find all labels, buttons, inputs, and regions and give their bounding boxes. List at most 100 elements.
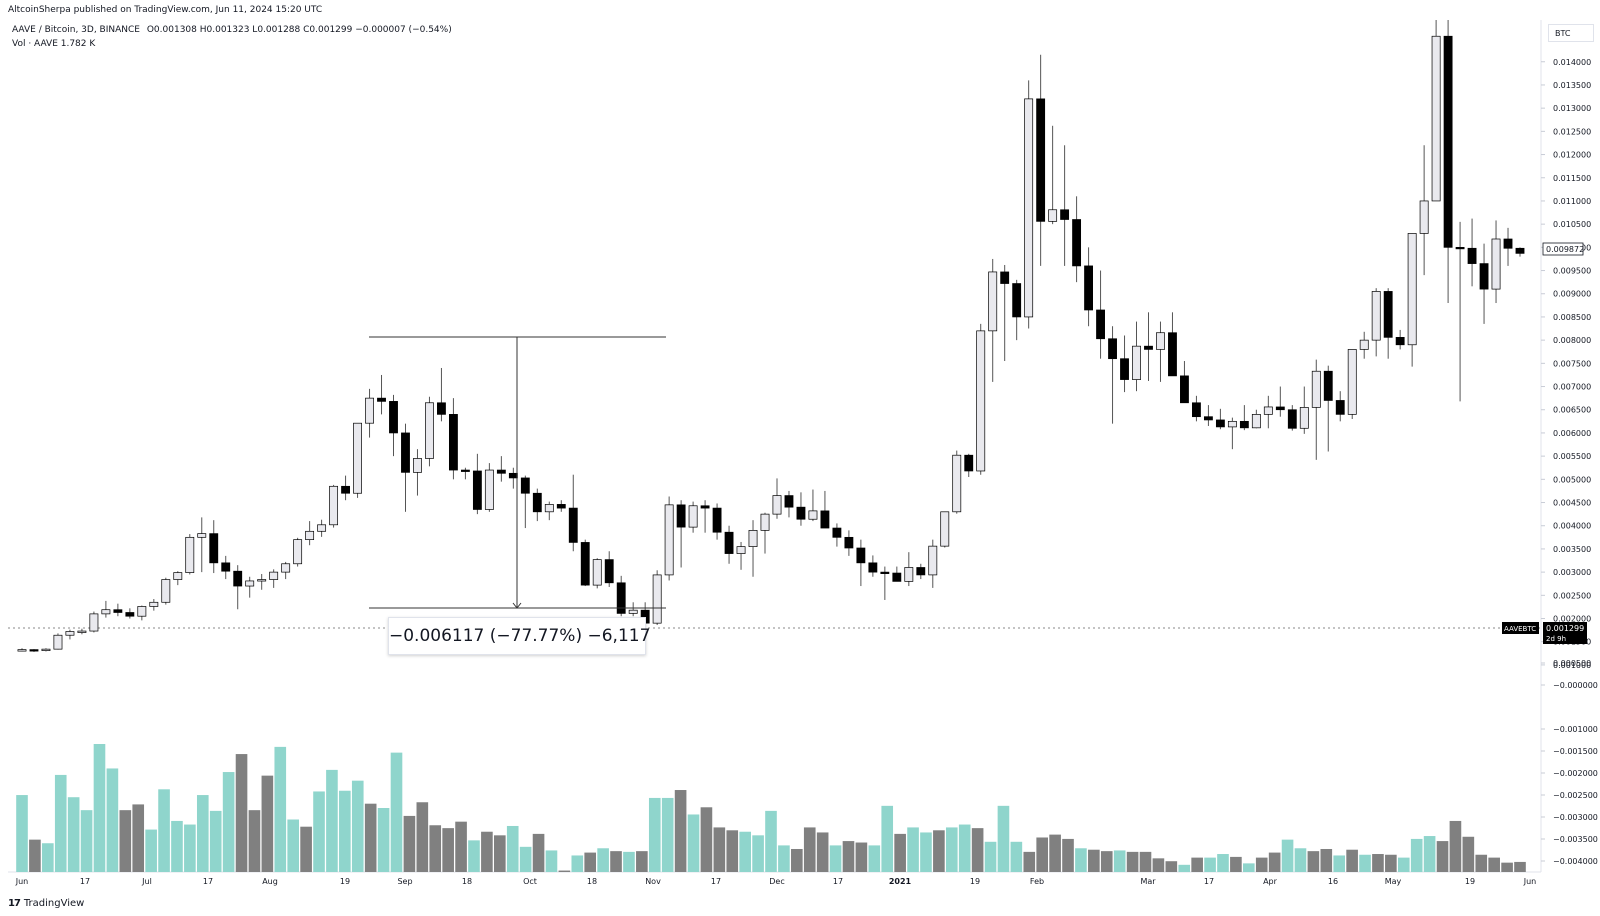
candle: [568, 474, 578, 552]
candle: [700, 500, 710, 533]
candle: [125, 608, 135, 619]
tradingview-logo[interactable]: 17 TradingView: [8, 898, 84, 909]
volume-bar: [1488, 857, 1500, 872]
candle: [1347, 349, 1357, 420]
candle: [448, 398, 458, 480]
candle: [820, 490, 830, 529]
candle: [77, 628, 87, 635]
volume-bar: [597, 848, 609, 872]
candle-body-down: [29, 649, 39, 652]
volume-bar: [1152, 858, 1165, 872]
volume-bar: [1113, 850, 1126, 872]
candle-body-up: [940, 511, 950, 547]
measure-tool[interactable]: [369, 336, 666, 609]
candle: [772, 478, 782, 519]
price-tick-label: −0.001500: [1553, 747, 1598, 756]
volume-bar: [1436, 841, 1449, 872]
candle-body-up: [952, 454, 962, 513]
candle: [65, 629, 75, 640]
price-tick-label: 0.003500: [1553, 545, 1591, 554]
candle-body-up: [425, 402, 434, 459]
price-unit-button[interactable]: BTC: [1548, 24, 1594, 42]
time-tick-label: Mar: [1140, 877, 1156, 886]
volume-bar: [739, 831, 751, 872]
candle: [149, 599, 159, 611]
candle: [964, 453, 974, 478]
price-axis[interactable]: 0.014000 0.013500 0.013000 0.012500 0.012000…: [1541, 58, 1598, 866]
candle: [233, 565, 243, 610]
last-price-tag: AAVEBTC 0.001299 2d 9h: [1502, 622, 1587, 644]
candle-body-down: [1443, 35, 1453, 248]
volume-bar: [1075, 848, 1087, 872]
candle: [1048, 125, 1058, 225]
price-marker-value: 0.009872: [1546, 245, 1584, 254]
volume-bar: [1165, 861, 1178, 872]
candle: [724, 525, 734, 564]
candle-body-down: [125, 612, 135, 617]
candle: [1168, 312, 1177, 377]
time-tick-label: 17: [833, 877, 843, 886]
volume-bar: [248, 810, 261, 872]
volume-bar: [1268, 852, 1281, 872]
volume-bar: [300, 826, 312, 872]
candle: [1144, 312, 1153, 381]
volume-bar: [1049, 834, 1061, 872]
candle-body-up: [1263, 406, 1273, 415]
candle-body-up: [988, 271, 998, 332]
candle-body-up: [1299, 407, 1309, 429]
volume-bar: [842, 841, 855, 872]
candle-body-down: [700, 505, 710, 509]
price-tick-label: 0.007000: [1553, 383, 1591, 392]
candle: [1000, 264, 1010, 362]
candle: [197, 517, 207, 573]
candle: [1108, 326, 1117, 424]
candle-body-down: [389, 401, 398, 434]
time-tick-label: Dec: [769, 877, 784, 886]
price-tick-label: 0.002500: [1553, 591, 1591, 600]
candle-body-down: [1108, 338, 1117, 360]
candle-body-down: [1203, 416, 1213, 421]
candle: [832, 523, 842, 547]
candle: [1084, 247, 1094, 327]
price-tick-label: 0.012000: [1553, 151, 1591, 160]
time-axis[interactable]: Jun 17 Jul 17 Aug 19 Sep 18 Oct 18 Nov 17 Dec 17 2021 1…: [15, 877, 1537, 886]
candle-body-down: [448, 414, 458, 471]
volume-bar: [481, 831, 493, 872]
symbol-ohlc-line: AAVE / Bitcoin, 3D, BINANCE O0.001308 H0…: [12, 25, 452, 35]
candle: [952, 450, 962, 514]
price-tick-label: 0.006000: [1553, 429, 1591, 438]
volume-bar: [326, 769, 338, 872]
price-tick-label: 0.005500: [1553, 452, 1591, 461]
candle: [113, 603, 123, 617]
candle-body-up: [1419, 200, 1429, 234]
volume-bar: [958, 824, 971, 872]
candle: [305, 521, 315, 546]
candle: [1024, 80, 1034, 329]
symbol-label[interactable]: AAVE / Bitcoin, 3D, BINANCE: [12, 25, 140, 35]
price-tick-label: 0.001000: [1553, 661, 1591, 670]
volume-bar: [29, 839, 41, 872]
volume-bar: [920, 832, 932, 872]
volume-bar: [209, 810, 222, 872]
volume-indicator-label[interactable]: Vol · AAVE 1.782 K: [12, 39, 96, 49]
candle: [1275, 386, 1285, 417]
candle: [353, 422, 362, 498]
volume-bar: [532, 833, 545, 872]
candle-body-up: [808, 510, 818, 520]
volume-bar: [700, 807, 713, 872]
candle-body-down: [472, 470, 482, 510]
price-tick-label: −0.002500: [1553, 791, 1598, 800]
candle: [1395, 329, 1405, 350]
volume-bar: [416, 802, 429, 872]
candle-body-down: [1335, 400, 1345, 415]
candle-body-down: [784, 495, 794, 508]
candle-body-down: [868, 562, 878, 573]
candle-body-down: [916, 567, 926, 576]
volume-bar: [1178, 864, 1191, 872]
time-tick-label: Aug: [262, 877, 278, 886]
time-tick-label: Jun: [15, 877, 29, 886]
candle-body-down: [508, 472, 518, 479]
candle: [784, 490, 794, 518]
volume-bar: [1475, 854, 1488, 872]
